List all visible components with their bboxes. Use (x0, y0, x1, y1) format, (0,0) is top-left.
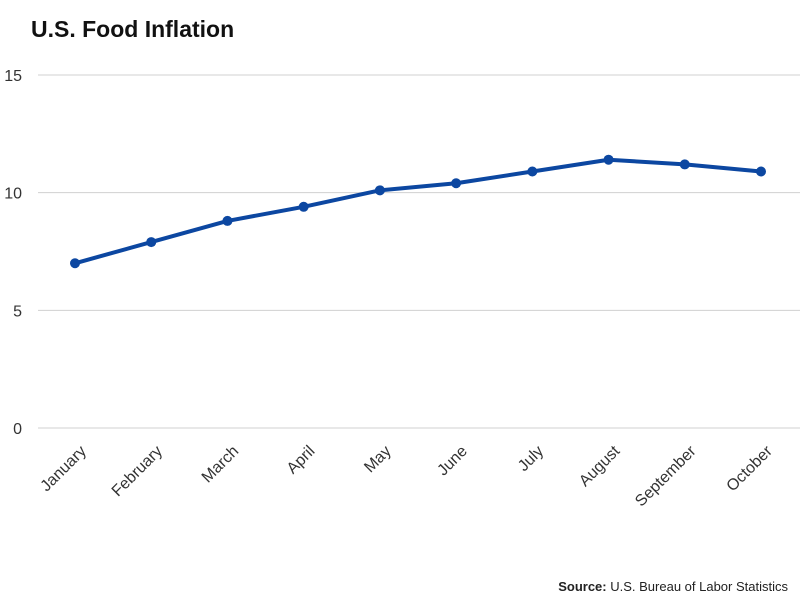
data-point-february (146, 237, 157, 248)
series-layer (70, 154, 766, 269)
x-tick-label: June (434, 443, 471, 480)
data-point-april (298, 201, 309, 212)
x-tick-label: February (109, 443, 166, 500)
chart-title: U.S. Food Inflation (31, 16, 235, 42)
data-point-march (222, 215, 233, 226)
data-point-october (756, 166, 766, 177)
x-tick-label: January (38, 443, 90, 495)
x-tick-label: May (361, 443, 394, 476)
x-axis-tick-labels: January February March April May June July Augu… (38, 442, 777, 510)
gridlines (38, 74, 800, 429)
x-tick-label: March (199, 443, 242, 486)
x-tick-label: April (284, 443, 319, 478)
data-point-september (679, 159, 690, 170)
x-tick-label: October (724, 442, 777, 495)
y-axis-tick-labels: 0 5 10 15 (4, 68, 22, 438)
x-tick-label: August (576, 442, 624, 490)
source-text: U.S. Bureau of Labor Statistics (610, 579, 788, 594)
y-tick-label: 0 (13, 421, 22, 438)
source-label: Source: (558, 579, 607, 594)
y-tick-label: 10 (4, 186, 22, 203)
x-tick-label: July (515, 443, 547, 475)
x-tick-label: September (632, 442, 700, 510)
data-point-june (451, 178, 462, 189)
data-point-may (374, 185, 385, 196)
series-line (73, 157, 763, 266)
data-point-august (603, 154, 614, 165)
y-tick-label: 5 (13, 303, 22, 320)
source-note: Source: U.S. Bureau of Labor Statistics (558, 579, 788, 594)
data-point-january (70, 258, 80, 269)
data-point-july (527, 166, 538, 177)
y-tick-label: 15 (4, 68, 22, 85)
